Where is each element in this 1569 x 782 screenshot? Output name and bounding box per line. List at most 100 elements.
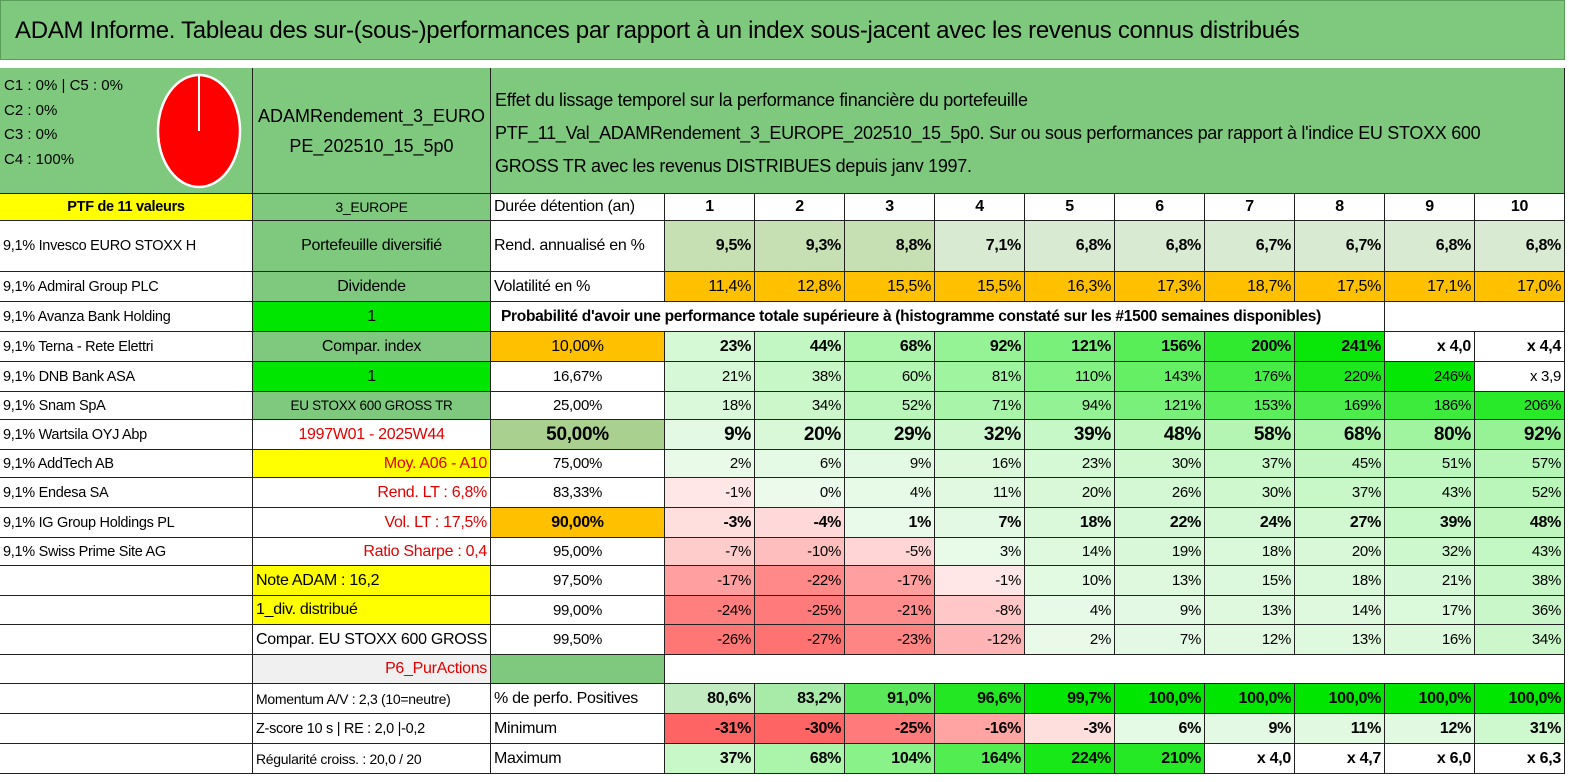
- year-header: 5: [1025, 194, 1115, 221]
- probability-value: 52%: [845, 392, 935, 420]
- probability-value: 32%: [935, 420, 1025, 450]
- annual-return-value: 6,8%: [1115, 221, 1205, 272]
- probability-value: 18%: [1205, 538, 1295, 566]
- probability-value: -17%: [845, 566, 935, 596]
- empty-cell: [0, 744, 253, 774]
- year-header: 6: [1115, 194, 1205, 221]
- probability-value: -22%: [755, 566, 845, 596]
- empty-cell: [0, 714, 253, 744]
- statistic-value: 11%: [1295, 714, 1385, 744]
- statistic-value: 12%: [1385, 714, 1475, 744]
- probability-value: 206%: [1475, 392, 1565, 420]
- probability-value: 39%: [1385, 508, 1475, 538]
- probability-value: 37%: [1205, 450, 1295, 478]
- probability-value: 80%: [1385, 420, 1475, 450]
- probability-value: 241%: [1295, 332, 1385, 362]
- parameter-cell: Moy. A06 - A10: [253, 450, 491, 478]
- probability-value: 29%: [845, 420, 935, 450]
- statistic-value: -31%: [665, 714, 755, 744]
- year-header: 8: [1295, 194, 1385, 221]
- volatility-value: 11,4%: [665, 272, 755, 302]
- probability-value: 121%: [1115, 392, 1205, 420]
- probability-value: 30%: [1205, 478, 1295, 508]
- probability-value: -4%: [755, 508, 845, 538]
- holding-item: 9,1% Avanza Bank Holding: [0, 302, 253, 332]
- volatility-value: 17,0%: [1475, 272, 1565, 302]
- probability-title: Probabilité d'avoir une performance tota…: [491, 302, 1385, 332]
- probability-value: 13%: [1295, 625, 1385, 655]
- effect-description: Effet du lissage temporel sur la perform…: [491, 68, 1565, 194]
- portfolio-name-line1: ADAMRendement_3_EURO: [257, 105, 486, 126]
- probability-value: 186%: [1385, 392, 1475, 420]
- probability-value: 45%: [1295, 450, 1385, 478]
- probability-value: 60%: [845, 362, 935, 392]
- probability-level: 16,67%: [491, 362, 665, 392]
- probability-value: 38%: [1475, 566, 1565, 596]
- holding-item: 9,1% DNB Bank ASA: [0, 362, 253, 392]
- parameter-cell: 1_div. distribué: [253, 596, 491, 625]
- probability-value: 4%: [1025, 596, 1115, 625]
- empty-cell: [0, 566, 253, 596]
- pie-legend-item: C2 : 0%: [4, 101, 58, 119]
- probability-value: -12%: [935, 625, 1025, 655]
- parameter-cell: Note ADAM : 16,2: [253, 566, 491, 596]
- volatility-value: 16,3%: [1025, 272, 1115, 302]
- parameter-cell: Portefeuille diversifié: [253, 221, 491, 272]
- parameter-cell: Z-score 10 s | RE : 2,0 |-0,2: [253, 714, 491, 744]
- probability-value: 7%: [1115, 625, 1205, 655]
- probability-value: -7%: [665, 538, 755, 566]
- holding-item: 9,1% Endesa SA: [0, 478, 253, 508]
- effect-line1: Effet du lissage temporel sur la perform…: [495, 90, 1028, 110]
- probability-value: 32%: [1385, 538, 1475, 566]
- probability-value: x 4,4: [1475, 332, 1565, 362]
- probability-value: 24%: [1205, 508, 1295, 538]
- probability-level: 99,00%: [491, 596, 665, 625]
- probability-value: 0%: [755, 478, 845, 508]
- probability-value: 68%: [1295, 420, 1385, 450]
- probability-value: 3%: [935, 538, 1025, 566]
- annual-return-value: 8,8%: [845, 221, 935, 272]
- probability-value: 20%: [755, 420, 845, 450]
- parameter-cell: 1: [253, 362, 491, 392]
- probability-value: 220%: [1295, 362, 1385, 392]
- statistic-value: 80,6%: [665, 684, 755, 714]
- probability-value: 16%: [1385, 625, 1475, 655]
- probability-level: 83,33%: [491, 478, 665, 508]
- portfolio-name-line2: PE_202510_15_5p0: [289, 135, 454, 156]
- probability-value: x 4,0: [1385, 332, 1475, 362]
- probability-value: 143%: [1115, 362, 1205, 392]
- probability-value: 169%: [1295, 392, 1385, 420]
- probability-value: 6%: [755, 450, 845, 478]
- probability-level: 95,00%: [491, 538, 665, 566]
- probability-value: 22%: [1115, 508, 1205, 538]
- parameter-cell: Régularité croiss. : 20,0 / 20: [253, 744, 491, 774]
- statistic-value: 100,0%: [1115, 684, 1205, 714]
- holding-item: 9,1% Invesco EURO STOXX H: [0, 221, 253, 272]
- annual-return-value: 6,8%: [1025, 221, 1115, 272]
- probability-value: 153%: [1205, 392, 1295, 420]
- probability-value: -24%: [665, 596, 755, 625]
- probability-level: 75,00%: [491, 450, 665, 478]
- probability-value: 43%: [1475, 538, 1565, 566]
- statistic-value: x 4,7: [1295, 744, 1385, 774]
- pie-legend: C1 : 0% | C5 : 0% C2 : 0% C3 : 0% C4 : 1…: [4, 74, 123, 172]
- probability-value: 48%: [1115, 420, 1205, 450]
- pie-legend-item: C4 : 100%: [4, 150, 75, 168]
- portfolio-count: PTF de 11 valeurs: [0, 194, 253, 221]
- probability-level: 10,00%: [491, 332, 665, 362]
- probability-value: 23%: [665, 332, 755, 362]
- effect-line2: PTF_11_Val_ADAMRendement_3_EUROPE_202510…: [495, 123, 1481, 143]
- statistic-value: -3%: [1025, 714, 1115, 744]
- probability-value: 18%: [665, 392, 755, 420]
- probability-value: 20%: [1295, 538, 1385, 566]
- probability-value: 18%: [1025, 508, 1115, 538]
- parameter-cell: 1997W01 - 2025W44: [253, 420, 491, 450]
- probability-value: 94%: [1025, 392, 1115, 420]
- probability-value: 19%: [1115, 538, 1205, 566]
- volatility-label: Volatilité en %: [491, 272, 665, 302]
- probability-value: 110%: [1025, 362, 1115, 392]
- probability-value: -26%: [665, 625, 755, 655]
- statistic-value: -25%: [845, 714, 935, 744]
- statistic-value: 96,6%: [935, 684, 1025, 714]
- probability-value: 9%: [845, 450, 935, 478]
